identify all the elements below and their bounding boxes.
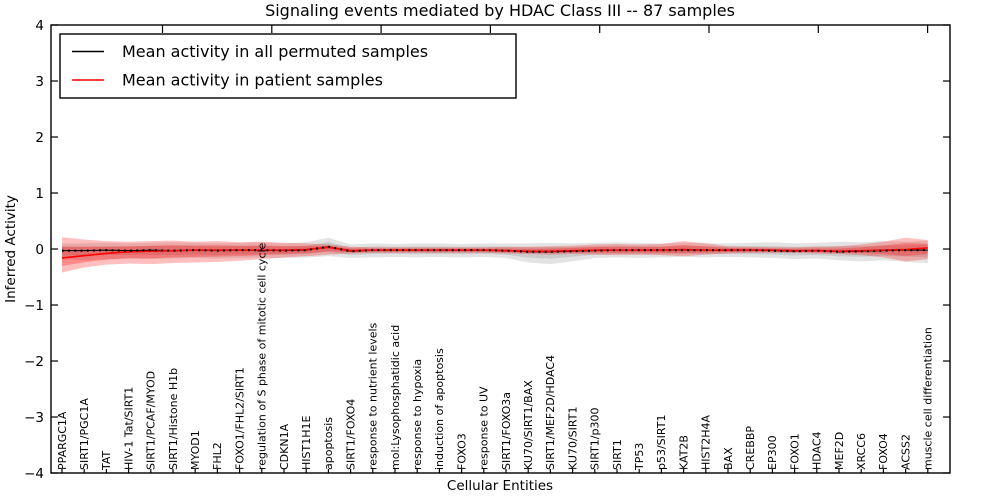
category-label: MYOD1 bbox=[189, 430, 202, 470]
y-tick-label: 0 bbox=[35, 242, 44, 258]
x-axis-label: Cellular Entities bbox=[447, 478, 553, 494]
category-label: FOXO3 bbox=[455, 433, 468, 470]
category-label: CDKN1A bbox=[278, 423, 291, 470]
legend-label-patient: Mean activity in patient samples bbox=[122, 71, 383, 90]
y-tick-label: 1 bbox=[35, 186, 44, 202]
category-label: KU70/SIRT1/BAX bbox=[522, 380, 535, 470]
series-lines bbox=[61, 245, 928, 259]
y-tick-label: −2 bbox=[24, 354, 44, 370]
category-label: TP53 bbox=[633, 443, 646, 471]
category-label: XRCC6 bbox=[855, 433, 868, 470]
category-label: TAT bbox=[100, 450, 113, 471]
chart-title: Signaling events mediated by HDAC Class … bbox=[265, 1, 735, 20]
y-tick-label: −4 bbox=[24, 466, 44, 482]
category-label: HIST1H1E bbox=[300, 416, 313, 470]
category-label: response to UV bbox=[478, 386, 491, 470]
legend-box bbox=[59, 33, 517, 99]
category-label: FOXO4 bbox=[877, 433, 890, 470]
category-label: ACSS2 bbox=[899, 434, 912, 470]
category-label: CREBBP bbox=[744, 426, 757, 470]
legend: Mean activity in all permuted samples Me… bbox=[59, 33, 517, 99]
patient-samples-std-band-inner bbox=[62, 243, 928, 266]
category-label: response to nutrient levels bbox=[367, 322, 380, 470]
category-label: SIRT1/PCAF/MYOD bbox=[145, 371, 158, 470]
y-tick-label: 3 bbox=[35, 74, 44, 90]
category-label: PPARGC1A bbox=[56, 411, 69, 470]
category-label: HIST2H4A bbox=[700, 415, 713, 470]
permuted-mean-markers bbox=[62, 245, 928, 253]
category-label: FHL2 bbox=[211, 442, 224, 470]
legend-label-permuted: Mean activity in all permuted samples bbox=[122, 42, 428, 61]
y-tick-labels: −4 −3 −2 −1 0 1 2 3 4 bbox=[24, 18, 44, 482]
y-tick-label: 4 bbox=[35, 18, 44, 34]
y-tick-label: 2 bbox=[35, 130, 44, 146]
category-label: SIRT1/PGC1A bbox=[78, 398, 91, 470]
plot-frame bbox=[50, 24, 951, 474]
category-label: BAX bbox=[722, 447, 735, 470]
y-tick-label: −1 bbox=[24, 298, 44, 314]
category-label: regulation of S phase of mitotic cell cy… bbox=[256, 242, 269, 470]
category-label: KU70/SIRT1 bbox=[566, 407, 579, 470]
category-label: induction of apoptosis bbox=[433, 348, 446, 470]
category-label: response to hypoxia bbox=[411, 359, 424, 470]
category-label: MEF2D bbox=[833, 432, 846, 470]
category-label: SIRT1/MEF2D/HDAC4 bbox=[544, 355, 557, 470]
category-label: HDAC4 bbox=[811, 431, 824, 470]
category-label: HIV-1 Tat/SIRT1 bbox=[122, 387, 135, 470]
category-label: FOXO1 bbox=[788, 433, 801, 470]
category-label: EP300 bbox=[766, 435, 779, 470]
category-label: FOXO1/FHL2/SIRT1 bbox=[233, 367, 246, 470]
category-label: SIRT1/FOXO3a bbox=[500, 392, 513, 470]
category-label: mol:Lysophosphatidic acid bbox=[389, 325, 402, 470]
category-label: KAT2B bbox=[677, 435, 690, 470]
category-label: SIRT1/Histone H1b bbox=[167, 368, 180, 470]
category-label: SIRT1/FOXO4 bbox=[344, 399, 357, 470]
category-label: p53/SIRT1 bbox=[655, 415, 668, 470]
category-label: SIRT1 bbox=[611, 439, 624, 470]
patient-samples-std-band-outer bbox=[62, 237, 928, 273]
confidence-bands bbox=[62, 237, 928, 273]
category-label: apoptosis bbox=[322, 417, 335, 470]
y-axis-label: Inferred Activity bbox=[3, 195, 19, 303]
category-label: muscle cell differentiation bbox=[922, 327, 935, 470]
y-tick-label: −3 bbox=[24, 410, 44, 426]
category-label: SIRT1/p300 bbox=[589, 408, 602, 470]
x-category-labels: PPARGC1A SIRT1/PGC1A TAT HIV-1 Tat/SIRT1 SIR… bbox=[56, 242, 935, 471]
